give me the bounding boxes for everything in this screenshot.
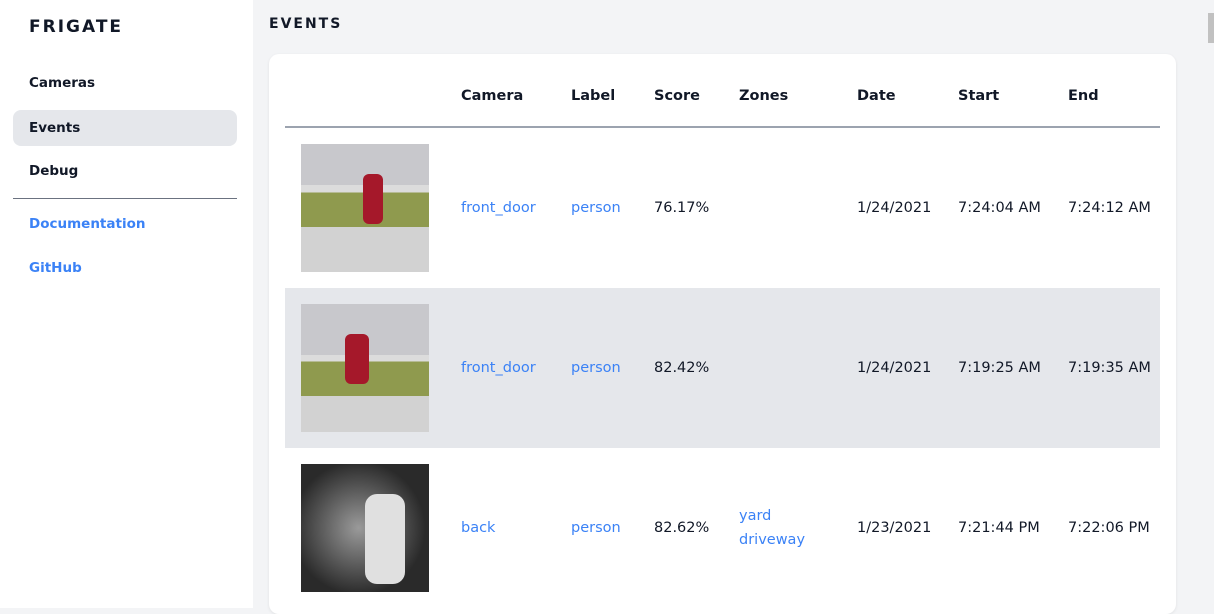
sidebar-item-events[interactable]: Events [13, 110, 237, 146]
score: 82.62% [654, 520, 710, 536]
sidebar: FRIGATE Cameras Events Debug Documentati… [0, 0, 253, 608]
date: 1/23/2021 [857, 520, 932, 536]
header-zones: Zones [739, 88, 789, 104]
header-end: End [1068, 88, 1099, 104]
person-figure [363, 174, 383, 224]
camera-link[interactable]: front_door [461, 360, 536, 376]
header-divider [285, 126, 1160, 128]
documentation-link[interactable]: Documentation [29, 216, 146, 232]
end-time: 7:22:06 PM [1068, 520, 1150, 536]
scrollbar-thumb[interactable] [1208, 13, 1214, 43]
scrollbar[interactable] [1208, 0, 1214, 608]
header-date: Date [857, 88, 896, 104]
page-title: EVENTS [269, 16, 343, 32]
header-label: Label [571, 88, 616, 104]
event-thumbnail[interactable] [301, 144, 429, 272]
zones: yard driveway [739, 504, 805, 552]
zone-link[interactable]: yard [739, 508, 772, 524]
person-figure [345, 334, 369, 384]
table-row[interactable]: front_door person 76.17% 1/24/2021 7:24:… [285, 128, 1160, 288]
camera-link[interactable]: front_door [461, 200, 536, 216]
label-link[interactable]: person [571, 200, 621, 216]
event-thumbnail[interactable] [301, 464, 429, 592]
date: 1/24/2021 [857, 200, 932, 216]
start-time: 7:19:25 AM [958, 360, 1041, 376]
start-time: 7:24:04 AM [958, 200, 1041, 216]
header-start: Start [958, 88, 1000, 104]
zone-link[interactable]: driveway [739, 532, 806, 548]
github-link[interactable]: GitHub [29, 260, 82, 276]
table-row[interactable]: front_door person 82.42% 1/24/2021 7:19:… [285, 288, 1160, 448]
start-time: 7:21:44 PM [958, 520, 1040, 536]
label-link[interactable]: person [571, 360, 621, 376]
sidebar-item-debug[interactable]: Debug [29, 163, 79, 179]
end-time: 7:19:35 AM [1068, 360, 1151, 376]
label-link[interactable]: person [571, 520, 621, 536]
sidebar-item-cameras[interactable]: Cameras [29, 75, 96, 91]
date: 1/24/2021 [857, 360, 932, 376]
score: 82.42% [654, 360, 710, 376]
person-figure [365, 494, 405, 584]
header-score: Score [654, 88, 700, 104]
score: 76.17% [654, 200, 710, 216]
brand-logo: FRIGATE [29, 17, 124, 37]
end-time: 7:24:12 AM [1068, 200, 1151, 216]
table-row[interactable]: back person 82.62% yard driveway 1/23/20… [285, 448, 1160, 608]
header-camera: Camera [461, 88, 524, 104]
sidebar-divider [13, 198, 237, 199]
event-thumbnail[interactable] [301, 304, 429, 432]
camera-link[interactable]: back [461, 520, 496, 536]
